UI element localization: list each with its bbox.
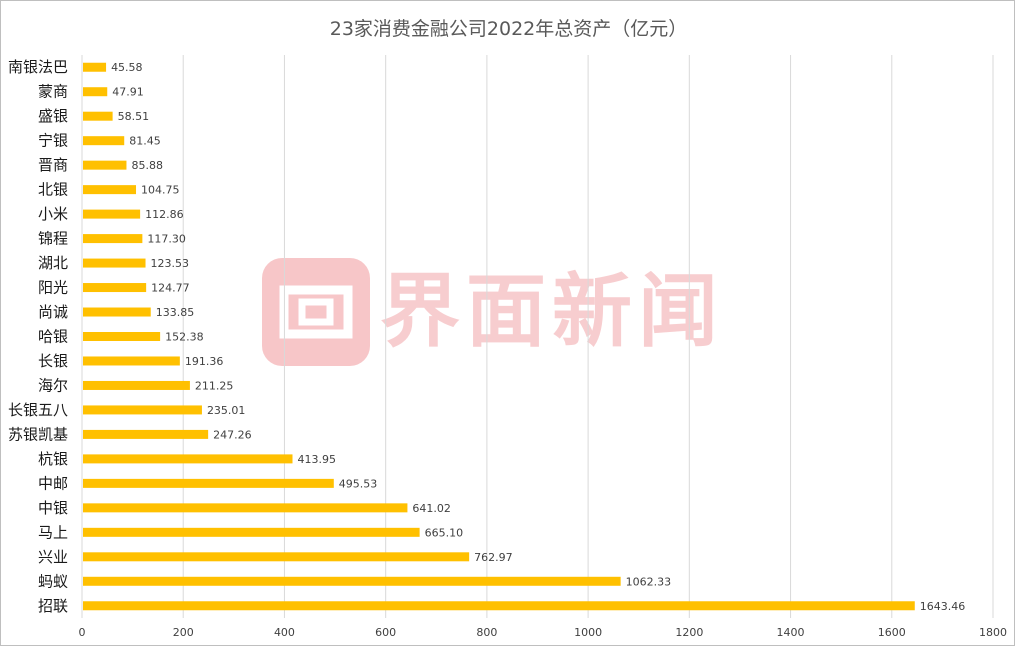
- data-label: 762.97: [474, 551, 513, 564]
- data-label: 413.95: [298, 453, 337, 466]
- bar: [83, 185, 137, 195]
- bar: [83, 601, 915, 611]
- category-label: 苏银凯基: [8, 425, 68, 443]
- x-tick-label: 1600: [878, 626, 906, 639]
- bar: [83, 258, 146, 268]
- x-tick-label: 0: [79, 626, 86, 639]
- bar: [83, 405, 202, 415]
- data-label: 112.86: [145, 208, 184, 221]
- bar: [83, 136, 125, 146]
- bar: [83, 87, 108, 97]
- data-label: 641.02: [412, 502, 451, 515]
- x-tick-label: 400: [274, 626, 295, 639]
- data-label: 152.38: [165, 331, 204, 344]
- category-label: 长银: [38, 352, 68, 370]
- category-label: 中银: [38, 499, 68, 517]
- data-label: 133.85: [156, 306, 195, 319]
- category-label: 海尔: [38, 376, 68, 394]
- category-label: 宁银: [38, 132, 68, 150]
- x-tick-label: 1800: [979, 626, 1007, 639]
- data-label: 81.45: [129, 135, 161, 148]
- data-label: 1643.46: [920, 600, 966, 613]
- data-label: 1062.33: [626, 575, 672, 588]
- category-label: 晋商: [38, 156, 68, 174]
- category-label: 中邮: [38, 474, 68, 492]
- x-tick-label: 1000: [574, 626, 602, 639]
- x-tick-label: 200: [173, 626, 194, 639]
- category-label: 盛银: [38, 107, 68, 125]
- x-tick-label: 600: [375, 626, 396, 639]
- bar: [83, 478, 334, 488]
- category-label: 蒙商: [38, 83, 68, 101]
- bar: [83, 527, 420, 537]
- category-label: 南银法巴: [8, 58, 68, 76]
- data-label: 235.01: [207, 404, 246, 417]
- bar: [83, 576, 621, 586]
- category-label: 湖北: [38, 254, 68, 272]
- category-label: 兴业: [38, 548, 68, 566]
- category-label: 北银: [38, 181, 68, 199]
- data-label: 117.30: [147, 233, 186, 246]
- bar: [83, 283, 147, 293]
- bar: [83, 307, 151, 317]
- bar: [83, 332, 161, 341]
- data-label: 191.36: [185, 355, 224, 368]
- data-label: 85.88: [131, 159, 163, 172]
- data-label: 495.53: [339, 477, 378, 490]
- x-tick-label: 1400: [777, 626, 805, 639]
- bar: [83, 160, 127, 170]
- bar: [83, 454, 293, 464]
- category-label: 阳光: [38, 279, 68, 297]
- x-tick-label: 1200: [675, 626, 703, 639]
- data-label: 124.77: [151, 282, 190, 295]
- bar: [83, 234, 143, 244]
- data-label: 665.10: [425, 526, 464, 539]
- category-label: 马上: [38, 523, 68, 541]
- data-label: 211.25: [195, 379, 234, 392]
- data-label: 58.51: [118, 110, 150, 123]
- category-label: 锦程: [38, 230, 68, 248]
- bar: [83, 380, 190, 390]
- data-label: 45.58: [111, 61, 143, 74]
- bar: [83, 356, 180, 366]
- category-label: 小米: [38, 205, 68, 223]
- bar: [83, 429, 209, 439]
- data-label: 247.26: [213, 428, 252, 441]
- bar: [83, 552, 470, 562]
- bar: [83, 503, 408, 513]
- bar: [83, 111, 113, 121]
- category-label: 杭银: [38, 450, 68, 468]
- category-label: 哈银: [38, 328, 68, 346]
- category-label: 招联: [38, 597, 68, 615]
- category-label: 长银五八: [8, 401, 68, 419]
- category-label: 尚诚: [38, 303, 68, 321]
- watermark-text: 界面新闻: [380, 265, 724, 358]
- x-tick-label: 800: [476, 626, 497, 639]
- data-label: 123.53: [151, 257, 190, 270]
- data-label: 47.91: [112, 86, 143, 99]
- watermark-logo: [262, 258, 370, 366]
- bar: [83, 209, 141, 219]
- data-label: 104.75: [141, 184, 180, 197]
- bar: [83, 62, 107, 72]
- chart-title: 23家消费金融公司2022年总资产（亿元）: [329, 18, 688, 40]
- category-label: 蚂蚁: [38, 572, 68, 590]
